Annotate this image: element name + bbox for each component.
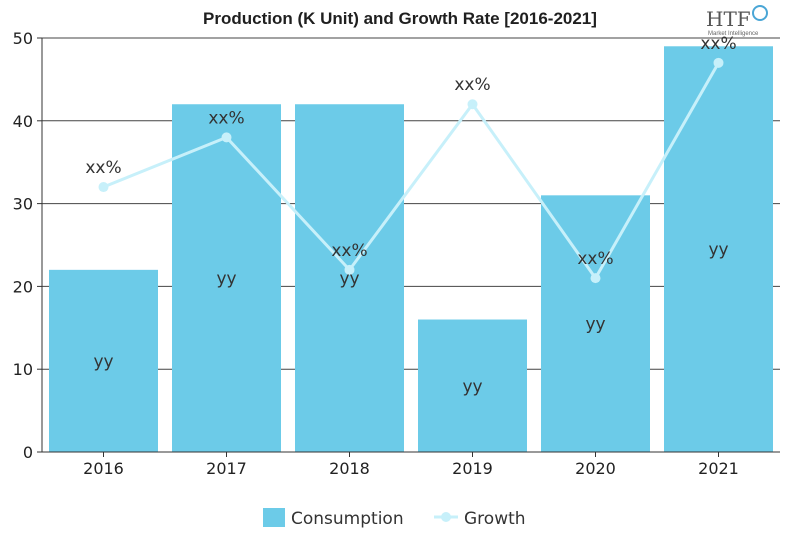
axes <box>41 38 780 453</box>
growth-point-2016 <box>98 182 109 193</box>
chart-title: Production (K Unit) and Growth Rate [201… <box>203 9 597 28</box>
x-tick-label: 2019 <box>452 459 493 478</box>
x-ticks: 2016 2017 2018 2019 2020 2021 <box>83 452 739 478</box>
bar-consumption-2021 <box>664 46 773 452</box>
growth-data-label: xx% <box>700 34 736 54</box>
legend-growth-marker <box>441 512 451 522</box>
legend-consumption-swatch <box>263 508 285 527</box>
growth-point-2017 <box>221 132 232 143</box>
growth-data-label: xx% <box>208 108 244 128</box>
grid <box>42 37 780 370</box>
bar-data-label: yy <box>93 352 113 372</box>
bar-data-label: yy <box>339 269 359 289</box>
bar-consumption-2018 <box>295 104 404 453</box>
growth-data-label: xx% <box>331 241 367 261</box>
y-ticks: 0 10 20 30 40 50 <box>13 29 42 462</box>
y-tick-label: 30 <box>13 195 33 214</box>
bar-data-label: yy <box>216 269 236 289</box>
y-tick-label: 20 <box>13 277 33 296</box>
logo: HTF Market Intelligence <box>706 5 768 37</box>
growth-point-2019 <box>467 99 478 110</box>
logo-subtext: Market Intelligence <box>708 31 759 37</box>
bar-data-label: yy <box>462 377 482 397</box>
bar-consumption-2019 <box>418 319 527 452</box>
growth-polyline <box>102 62 720 281</box>
growth-data-label: xx% <box>577 249 613 269</box>
x-tick-label: 2021 <box>698 459 739 478</box>
x-tick-label: 2017 <box>206 459 247 478</box>
bars <box>49 46 773 453</box>
legend: Consumption Growth <box>263 508 526 529</box>
y-tick-label: 10 <box>13 360 33 379</box>
bar-consumption-2017 <box>172 104 281 453</box>
data-labels: yy yy yy yy yy yy xx% xx% xx% xx% xx% xx% <box>85 34 736 397</box>
growth-data-label: xx% <box>454 75 490 95</box>
y-tick-label: 50 <box>13 29 33 48</box>
growth-point-2020 <box>590 273 601 284</box>
bar-data-label: yy <box>708 240 728 260</box>
y-tick-label: 0 <box>23 443 33 462</box>
bar-data-label: yy <box>585 315 605 335</box>
y-tick-label: 40 <box>13 112 33 131</box>
globe-icon <box>752 5 768 21</box>
growth-point-2018 <box>344 264 355 275</box>
x-tick-label: 2016 <box>83 459 124 478</box>
growth-data-label: xx% <box>85 158 121 178</box>
x-tick-label: 2020 <box>575 459 616 478</box>
growth-line <box>98 57 724 284</box>
bar-consumption-2016 <box>49 269 158 452</box>
x-tick-label: 2018 <box>329 459 370 478</box>
legend-consumption-label: Consumption <box>291 509 404 529</box>
growth-point-2021 <box>713 57 724 68</box>
legend-growth-label: Growth <box>464 509 526 529</box>
logo-text: HTF <box>706 7 751 31</box>
bar-consumption-2020 <box>541 195 650 452</box>
